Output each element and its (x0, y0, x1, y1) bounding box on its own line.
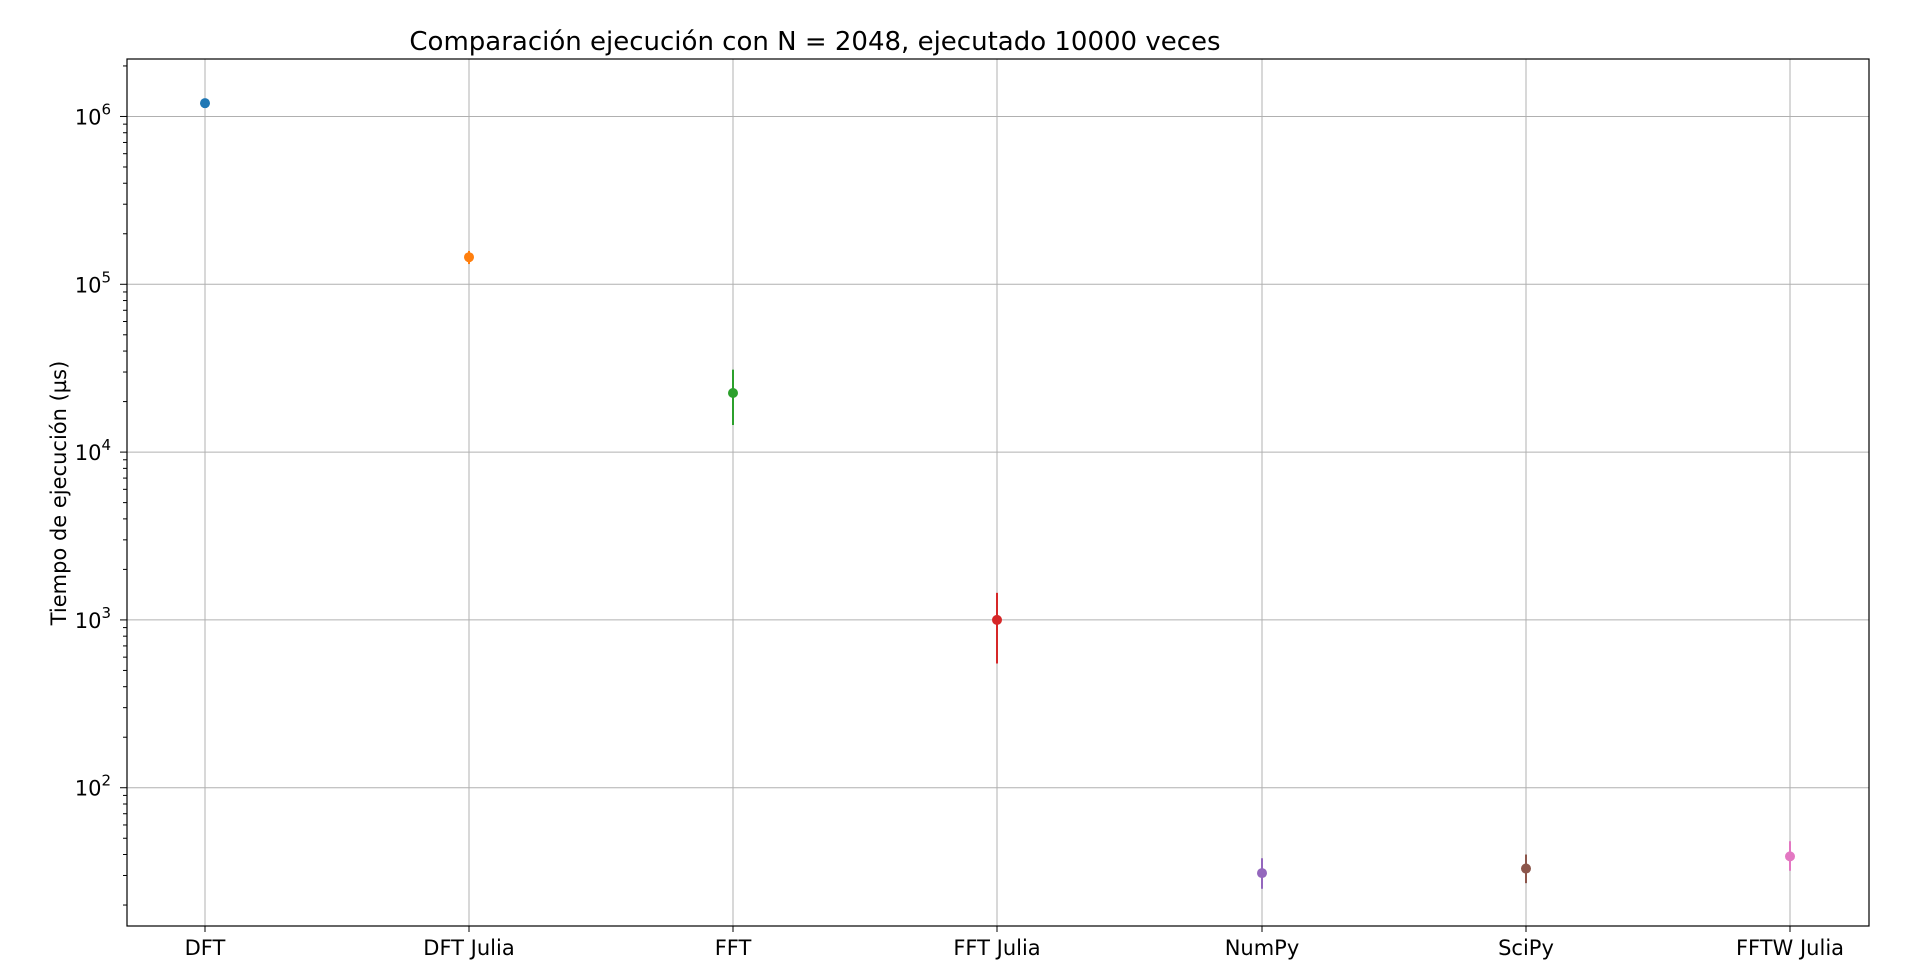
x-tick-label: FFT Julia (953, 936, 1040, 960)
data-point-dft (200, 98, 210, 109)
marks-layer (200, 98, 1795, 889)
x-tick-label: FFT (715, 936, 752, 960)
plot-frame (126, 58, 1870, 927)
data-point-numpy (1257, 868, 1267, 879)
y-tick-label: 106 (75, 100, 111, 129)
data-point-fft-julia (992, 614, 1002, 625)
x-tick-label: NumPy (1225, 936, 1300, 960)
y-tick-label: 105 (75, 268, 111, 297)
x-tick-label: DFT (185, 936, 226, 960)
y-axis-label: Tiempo de ejecución (µs) (47, 361, 71, 627)
data-point-scipy (1521, 863, 1531, 874)
x-tick-label: DFT Julia (423, 936, 514, 960)
grid-layer (127, 59, 1869, 926)
x-tick-label: SciPy (1498, 936, 1554, 960)
y-tick-label: 103 (75, 604, 111, 633)
data-point-dft-julia (464, 252, 474, 263)
y-tick-label: 102 (75, 772, 111, 801)
data-point-fftw-julia (1785, 851, 1795, 862)
chart-title: Comparación ejecución con N = 2048, ejec… (409, 27, 1220, 57)
ticks-layer: DFT DFT Julia FFT FFT Julia NumPy SciPy FFTW J… (75, 65, 1844, 960)
y-tick-label: 104 (75, 436, 111, 465)
data-point-fft (728, 387, 738, 398)
x-tick-label: FFTW Julia (1736, 936, 1844, 960)
